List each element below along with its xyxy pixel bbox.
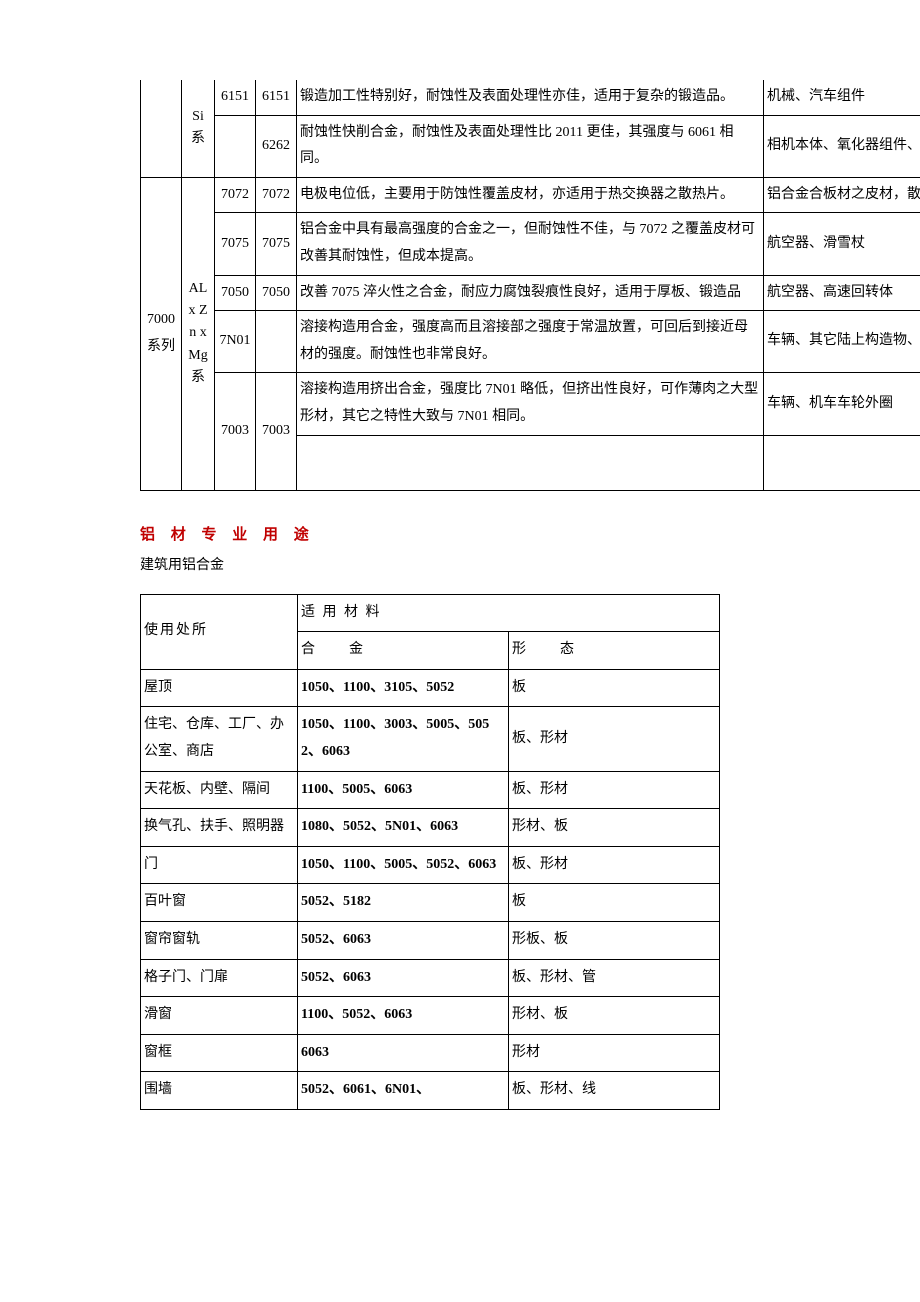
app-cell: 相机本体、氧化器组件、制动	[764, 115, 920, 177]
code-a: 7050	[215, 275, 256, 311]
form-cell: 形材	[509, 1034, 720, 1072]
alloy-cell: 5052、5182	[298, 884, 509, 922]
form-cell: 板、形材	[509, 707, 720, 771]
usage-cell: 住宅、仓库、工厂、办公室、商店	[141, 707, 298, 771]
form-cell: 板、形材	[509, 846, 720, 884]
series-cell: 7000 系列	[141, 177, 182, 490]
alloy-cell: 5052、6061、6N01、	[298, 1072, 509, 1110]
form-cell: 板、形材	[509, 771, 720, 809]
header-materials: 适 用 材 料	[298, 594, 720, 632]
alloy-cell: 1080、5052、5N01、6063	[298, 809, 509, 847]
desc-cell: 溶接构造用合金，强度高而且溶接部之强度于常温放置，可回后到接近母材的强度。耐蚀性…	[297, 311, 764, 373]
alloy-cell: 6063	[298, 1034, 509, 1072]
alloy-cell: 5052、6063	[298, 959, 509, 997]
usage-cell: 滑窗	[141, 997, 298, 1035]
code-b: 6262	[256, 115, 297, 177]
blank-cell	[297, 435, 764, 490]
usage-cell: 门	[141, 846, 298, 884]
code-a: 7072	[215, 177, 256, 213]
code-b	[256, 311, 297, 373]
form-cell: 板、形材、管	[509, 959, 720, 997]
subtitle: 建筑用铝合金	[140, 553, 860, 580]
desc-cell: 改善 7075 淬火性之合金，耐应力腐蚀裂痕性良好，适用于厚板、锻造品	[297, 275, 764, 311]
code-b: 7050	[256, 275, 297, 311]
code-a: 6151	[215, 80, 256, 115]
app-cell: 车辆、机车车轮外圈	[764, 373, 920, 435]
header-form: 形 态	[509, 632, 720, 670]
code-b: 7072	[256, 177, 297, 213]
alloy-cell: 1100、5005、6063	[298, 771, 509, 809]
subseries-cell: AL x Zn x Mg 系	[182, 177, 215, 490]
form-cell: 板	[509, 884, 720, 922]
form-cell: 板、形材、线	[509, 1072, 720, 1110]
header-usage: 使用处所	[141, 594, 298, 669]
form-cell: 形板、板	[509, 921, 720, 959]
alloy-cell: 1100、5052、6063	[298, 997, 509, 1035]
usage-cell: 屋顶	[141, 669, 298, 707]
app-cell: 航空器、高速回转体	[764, 275, 920, 311]
usage-cell: 窗框	[141, 1034, 298, 1072]
app-cell: 车辆、其它陆上构造物、航空	[764, 311, 920, 373]
form-cell: 形材、板	[509, 809, 720, 847]
desc-cell: 溶接构造用挤出合金，强度比 7N01 略低，但挤出性良好，可作薄肉之大型形材，其…	[297, 373, 764, 435]
usage-cell: 换气孔、扶手、照明器	[141, 809, 298, 847]
code-a: 7075	[215, 213, 256, 275]
alloy-cell: 5052、6063	[298, 921, 509, 959]
alloy-cell: 1050、1100、3105、5052	[298, 669, 509, 707]
app-cell: 机械、汽车组件	[764, 80, 920, 115]
alloy-properties-table: Si 系 6151 6151 锻造加工性特别好，耐蚀性及表面处理性亦佳，适用于复…	[140, 80, 920, 491]
blank-cell	[764, 435, 920, 490]
usage-cell: 百叶窗	[141, 884, 298, 922]
subseries-cell: Si 系	[182, 80, 215, 177]
app-cell: 铝合金合板材之皮材，散热片	[764, 177, 920, 213]
code-b: 7003	[256, 373, 297, 490]
usage-cell: 窗帘窗轨	[141, 921, 298, 959]
header-alloy: 合 金	[298, 632, 509, 670]
code-a: 7N01	[215, 311, 256, 373]
building-alloy-table: 使用处所 适 用 材 料 合 金 形 态 屋顶1050、1100、3105、50…	[140, 594, 720, 1110]
alloy-cell: 1050、1100、5005、5052、6063	[298, 846, 509, 884]
code-b: 6151	[256, 80, 297, 115]
app-cell: 航空器、滑雪杖	[764, 213, 920, 275]
code-a: 7003	[215, 373, 256, 490]
desc-cell: 锻造加工性特别好，耐蚀性及表面处理性亦佳，适用于复杂的锻造品。	[297, 80, 764, 115]
code-a	[215, 115, 256, 177]
form-cell: 形材、板	[509, 997, 720, 1035]
usage-cell: 格子门、门扉	[141, 959, 298, 997]
desc-cell: 耐蚀性快削合金，耐蚀性及表面处理性比 2011 更佳，其强度与 6061 相同。	[297, 115, 764, 177]
desc-cell: 电极电位低，主要用于防蚀性覆盖皮材，亦适用于热交换器之散热片。	[297, 177, 764, 213]
code-b: 7075	[256, 213, 297, 275]
alloy-cell: 1050、1100、3003、5005、5052、6063	[298, 707, 509, 771]
usage-cell: 围墙	[141, 1072, 298, 1110]
usage-cell: 天花板、内壁、隔间	[141, 771, 298, 809]
series-cell	[141, 80, 182, 177]
section-title: 铝 材 专 业 用 途	[140, 521, 860, 550]
form-cell: 板	[509, 669, 720, 707]
desc-cell: 铝合金中具有最高强度的合金之一，但耐蚀性不佳，与 7072 之覆盖皮材可改善其耐…	[297, 213, 764, 275]
